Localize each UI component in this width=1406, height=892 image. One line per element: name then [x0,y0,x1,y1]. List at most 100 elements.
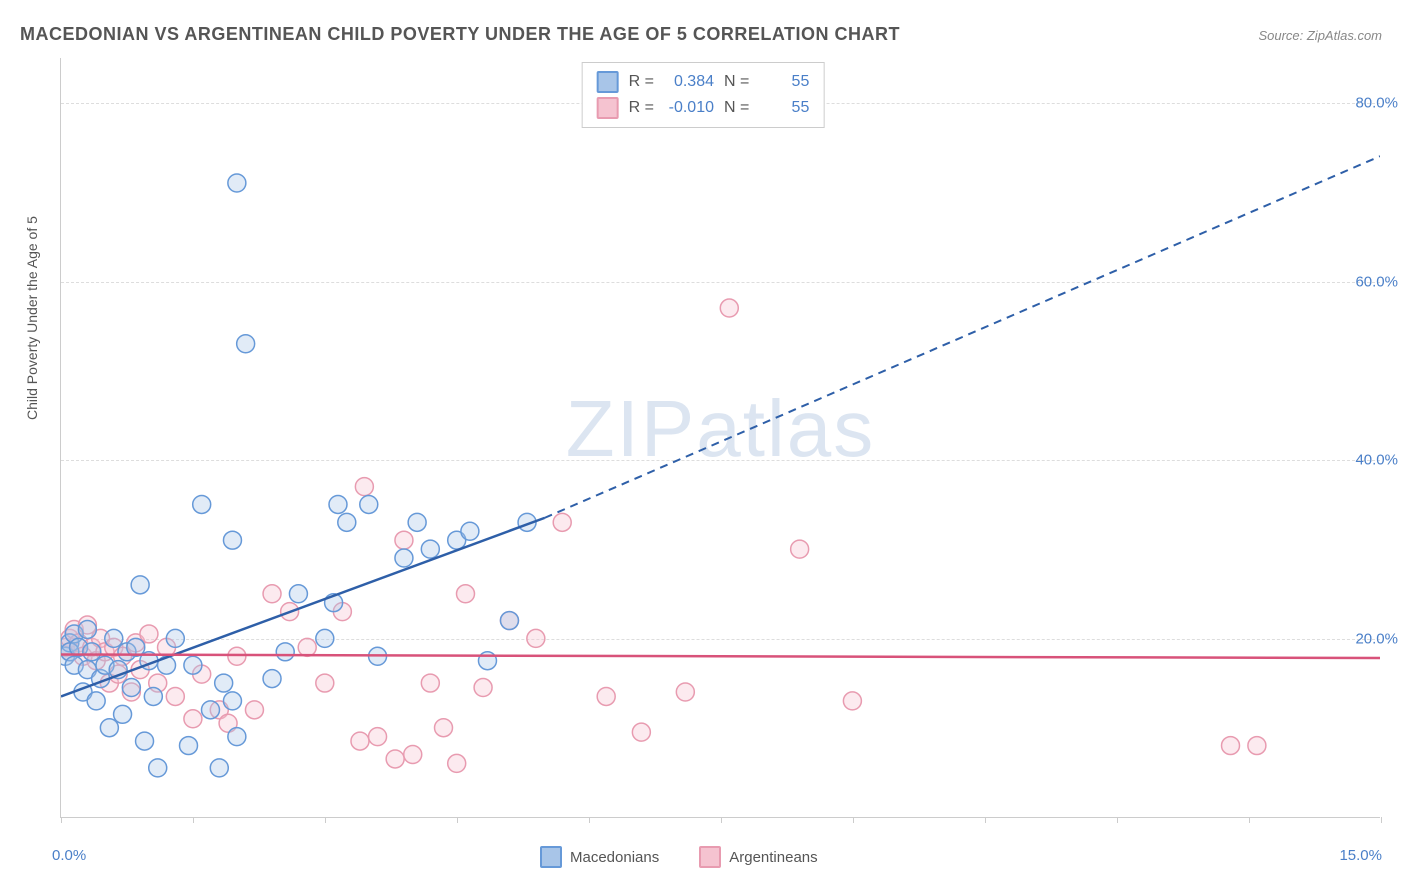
x-tick-mark [1117,817,1118,823]
x-tick-mark [193,817,194,823]
data-point [421,540,439,558]
trend-line-solid [61,518,545,697]
x-tick-mark [589,817,590,823]
data-point [100,719,118,737]
data-point [1222,737,1240,755]
data-point [632,723,650,741]
series-name-macedonians: Macedonians [570,849,659,866]
data-point [791,540,809,558]
legend-row-argentineans: R = -0.010 N = 55 [597,95,810,121]
data-point [136,732,154,750]
swatch-argentineans [597,97,619,119]
data-point [435,719,453,737]
data-point [166,629,184,647]
data-point [201,701,219,719]
data-point [720,299,738,317]
data-point [223,531,241,549]
data-point [360,495,378,513]
data-point [78,620,96,638]
n-label: N = [724,73,749,91]
data-point [369,728,387,746]
data-point [843,692,861,710]
data-point [114,705,132,723]
r-label: R = [629,99,654,117]
data-point [386,750,404,768]
legend-item-argentineans: Argentineans [699,846,817,868]
data-point [351,732,369,750]
x-tick-mark [325,817,326,823]
legend-row-macedonians: R = 0.384 N = 55 [597,69,810,95]
legend-item-macedonians: Macedonians [540,846,659,868]
data-point [500,612,518,630]
r-label: R = [629,73,654,91]
data-point [87,692,105,710]
x-tick-mark [853,817,854,823]
data-point [105,629,123,647]
data-point [395,549,413,567]
data-point [448,754,466,772]
correlation-legend: R = 0.384 N = 55 R = -0.010 N = 55 [582,62,825,128]
x-tick-mark [1381,817,1382,823]
n-value-argentineans: 55 [759,99,809,117]
y-axis-label: Child Poverty Under the Age of 5 [24,216,40,420]
data-point [553,513,571,531]
chart-title: MACEDONIAN VS ARGENTINEAN CHILD POVERTY … [20,24,900,45]
source-attribution: Source: ZipAtlas.com [1258,28,1382,43]
data-point [122,679,140,697]
data-point [237,335,255,353]
data-point [395,531,413,549]
trend-line-dashed [545,156,1380,518]
r-value-argentineans: -0.010 [664,99,714,117]
data-point [166,687,184,705]
x-axis-end: 15.0% [1339,847,1382,864]
data-point [140,625,158,643]
swatch-argentineans-bottom [699,846,721,868]
data-point [245,701,263,719]
swatch-macedonians [597,71,619,93]
data-point [355,478,373,496]
data-point [210,759,228,777]
x-tick-mark [721,817,722,823]
series-legend: Macedonians Argentineans [540,846,818,868]
data-point [184,710,202,728]
data-point [404,746,422,764]
data-point [131,576,149,594]
data-point [228,174,246,192]
data-point [289,585,307,603]
data-point [180,737,198,755]
data-point [1248,737,1266,755]
data-point [461,522,479,540]
data-point [408,513,426,531]
x-tick-mark [985,817,986,823]
x-tick-mark [61,817,62,823]
swatch-macedonians-bottom [540,846,562,868]
data-point [228,647,246,665]
data-point [457,585,475,603]
data-point [298,638,316,656]
data-point [193,495,211,513]
chart-plot-area: ZIPatlas [60,58,1380,818]
data-point [329,495,347,513]
data-point [228,728,246,746]
data-point [338,513,356,531]
data-point [676,683,694,701]
data-point [149,759,167,777]
data-point [263,670,281,688]
data-point [316,629,334,647]
data-point [276,643,294,661]
data-point [421,674,439,692]
data-point [215,674,233,692]
data-point [184,656,202,674]
trend-line-solid [61,654,1380,658]
data-point [474,679,492,697]
x-axis-start: 0.0% [52,847,86,864]
data-point [83,643,101,661]
data-point [223,692,241,710]
r-value-macedonians: 0.384 [664,73,714,91]
scatter-svg [61,58,1380,817]
data-point [263,585,281,603]
data-point [527,629,545,647]
n-value-macedonians: 55 [759,73,809,91]
data-point [597,687,615,705]
data-point [144,687,162,705]
